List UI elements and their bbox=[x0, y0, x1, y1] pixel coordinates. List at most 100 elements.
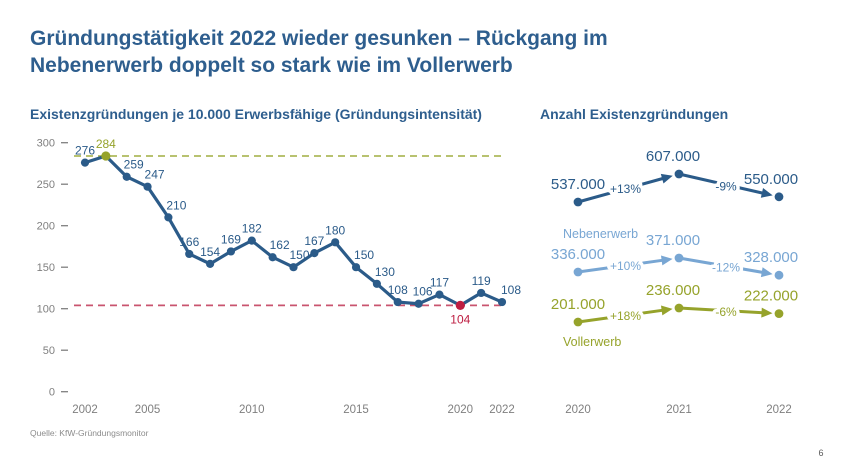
series-name-label: Vollerwerb bbox=[563, 335, 621, 349]
data-point bbox=[289, 263, 298, 272]
arrowhead-icon bbox=[660, 305, 673, 316]
point-value-label: 162 bbox=[270, 238, 290, 252]
point-value-label: 150 bbox=[354, 248, 374, 262]
x-tick-label: 2021 bbox=[666, 404, 692, 416]
point-value-label: 104 bbox=[450, 312, 470, 326]
y-tick-label: 100 bbox=[37, 304, 55, 316]
point-value-label: 106 bbox=[413, 285, 433, 299]
highlighted-data-point bbox=[455, 300, 465, 310]
data-point bbox=[226, 247, 236, 256]
point-value-label: 169 bbox=[221, 232, 241, 246]
point-value-label: 119 bbox=[472, 274, 491, 288]
point-value-label: 182 bbox=[242, 222, 262, 236]
data-point bbox=[80, 158, 90, 167]
data-point bbox=[185, 249, 194, 259]
series-dot bbox=[573, 317, 583, 327]
y-tick-label: 0 bbox=[49, 387, 55, 399]
series-dot bbox=[774, 192, 784, 202]
y-tick-label: 300 bbox=[37, 138, 55, 150]
right-chart-title: Anzahl Existenzgründungen bbox=[540, 106, 729, 122]
series-value-label: 371.000 bbox=[646, 232, 700, 249]
x-tick-label: 2010 bbox=[239, 404, 265, 416]
trend-line bbox=[677, 172, 766, 195]
series-dot bbox=[674, 253, 684, 263]
arrowhead-icon bbox=[660, 173, 673, 184]
change-percent-label: -12% bbox=[712, 261, 740, 275]
series-value-label: 222.000 bbox=[744, 288, 798, 305]
series-dot bbox=[774, 270, 784, 280]
series-dot bbox=[674, 169, 684, 179]
data-point bbox=[393, 297, 402, 307]
page-number: 6 bbox=[818, 448, 824, 458]
x-tick-label: 2015 bbox=[343, 404, 369, 416]
x-tick-label: 2005 bbox=[135, 404, 161, 416]
point-value-label: 276 bbox=[75, 144, 95, 158]
data-point bbox=[143, 182, 152, 191]
x-tick-label: 2020 bbox=[565, 404, 591, 416]
data-point bbox=[247, 236, 256, 245]
data-point bbox=[310, 248, 319, 258]
point-value-label: 284 bbox=[96, 137, 116, 151]
trend-line bbox=[677, 256, 766, 275]
y-tick-label: 200 bbox=[37, 221, 55, 233]
point-value-label: 247 bbox=[145, 168, 165, 182]
arrowhead-icon bbox=[660, 255, 673, 266]
point-value-label: 210 bbox=[166, 198, 186, 212]
x-tick-label: 2002 bbox=[72, 404, 98, 416]
point-value-label: 166 bbox=[179, 235, 199, 249]
series-dot bbox=[674, 303, 684, 313]
series-value-label: 537.000 bbox=[551, 176, 605, 193]
y-tick-label: 50 bbox=[43, 345, 55, 357]
highlighted-data-point bbox=[101, 151, 111, 161]
x-tick-label: 2022 bbox=[489, 404, 515, 416]
x-tick-label: 2020 bbox=[448, 404, 474, 416]
trend-line bbox=[576, 308, 666, 324]
series-dot bbox=[573, 267, 583, 277]
data-point bbox=[331, 238, 340, 247]
point-value-label: 154 bbox=[200, 245, 220, 259]
series-value-label: 607.000 bbox=[646, 148, 700, 165]
trend-line bbox=[677, 306, 766, 315]
data-point bbox=[414, 299, 423, 308]
point-value-label: 130 bbox=[375, 265, 395, 279]
series-value-label: 336.000 bbox=[551, 246, 605, 263]
series-name-label: Nebenerwerb bbox=[563, 227, 638, 241]
point-value-label: 259 bbox=[124, 158, 144, 172]
point-value-label: 150 bbox=[289, 248, 309, 262]
slide-title: Gründungstätigkeit 2022 wieder gesunken … bbox=[30, 27, 608, 77]
point-value-label: 180 bbox=[325, 223, 345, 237]
series-value-label: 201.000 bbox=[551, 296, 605, 313]
series-value-label: 550.000 bbox=[744, 171, 798, 188]
point-value-label: 167 bbox=[304, 234, 324, 248]
source-note: Quelle: KfW-Gründungsmonitor bbox=[30, 428, 149, 438]
series-value-label: 328.000 bbox=[744, 249, 798, 266]
point-value-label: 117 bbox=[430, 276, 449, 290]
data-point bbox=[122, 172, 131, 181]
data-point bbox=[435, 290, 444, 299]
data-point bbox=[497, 297, 507, 307]
change-percent-label: +18% bbox=[610, 309, 641, 323]
left-chart-title: Existenzgründungen je 10.000 Erwerbsfähi… bbox=[30, 106, 482, 122]
data-point bbox=[268, 253, 277, 262]
change-percent-label: -9% bbox=[715, 179, 737, 193]
arrowhead-icon bbox=[760, 188, 773, 198]
data-point bbox=[206, 259, 215, 268]
point-value-label: 108 bbox=[501, 283, 521, 297]
change-percent-label: -6% bbox=[715, 305, 737, 319]
data-point bbox=[477, 288, 486, 298]
y-tick-label: 150 bbox=[37, 262, 55, 274]
change-percent-label: +13% bbox=[610, 182, 641, 196]
data-point bbox=[372, 279, 381, 288]
y-tick-label: 250 bbox=[37, 179, 55, 191]
arrowhead-icon bbox=[760, 267, 773, 278]
series-dot bbox=[573, 197, 583, 207]
data-point bbox=[351, 263, 361, 272]
x-tick-label: 2022 bbox=[766, 404, 792, 416]
series-value-label: 236.000 bbox=[646, 282, 700, 299]
trend-line bbox=[576, 176, 667, 204]
trend-line bbox=[576, 258, 666, 274]
point-value-label: 108 bbox=[388, 283, 408, 297]
change-percent-label: +10% bbox=[610, 259, 641, 273]
